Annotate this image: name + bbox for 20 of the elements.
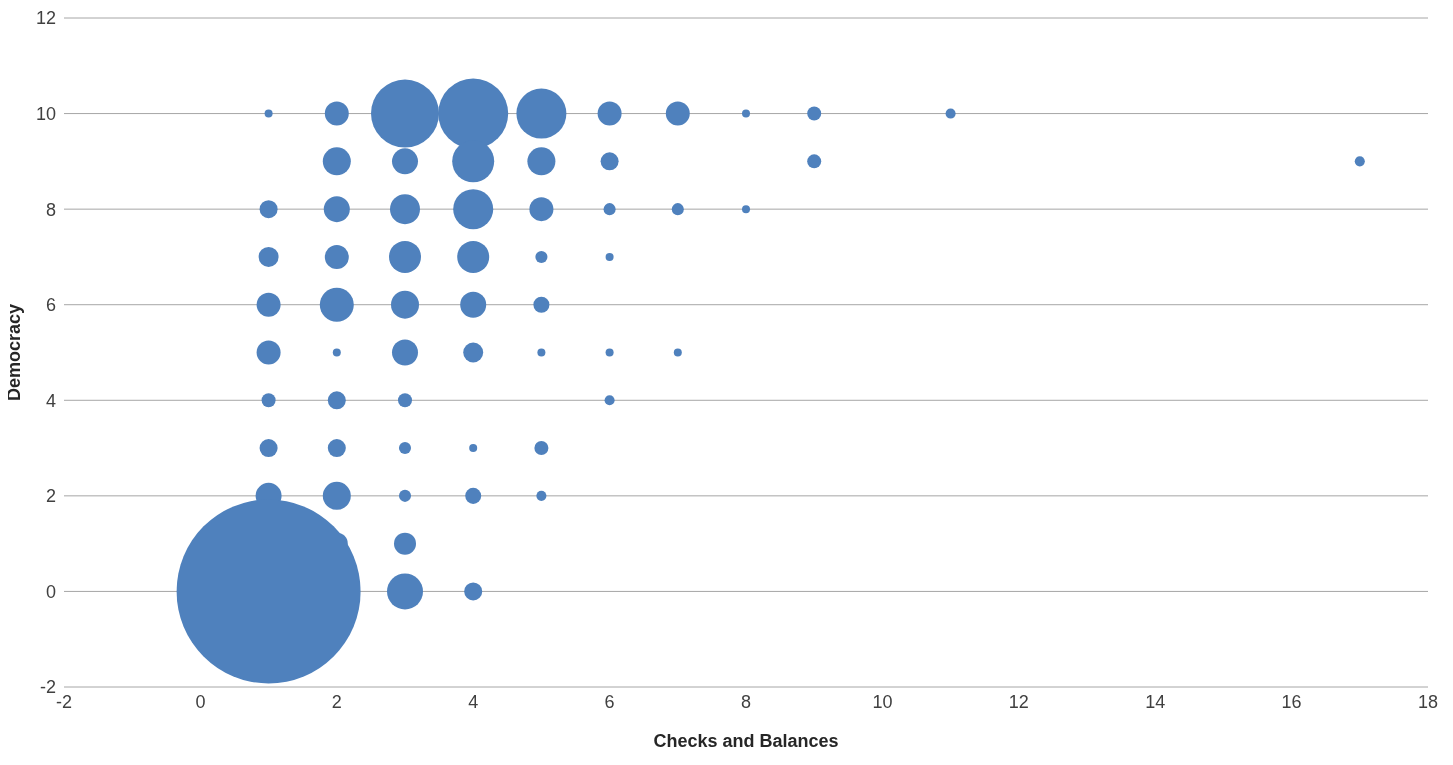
y-tick-label: 2: [45, 486, 56, 507]
y-axis-title: Democracy: [4, 303, 25, 402]
y-tick-label: 10: [35, 103, 56, 124]
x-tick-label: 16: [1281, 691, 1302, 712]
y-tick-label: 6: [45, 295, 56, 316]
x-tick-label: 10: [872, 691, 893, 712]
x-axis-title: Checks and Balances: [653, 731, 839, 751]
x-tick-label: 12: [1008, 691, 1029, 712]
y-tick-label: 4: [45, 390, 56, 411]
y-tick-label: -2: [39, 677, 56, 698]
y-tick-label: 8: [45, 199, 56, 220]
x-tick-label: 14: [1145, 691, 1166, 712]
y-tick-label: 0: [45, 581, 56, 602]
y-tick-label: 12: [35, 8, 56, 29]
x-tick-label: 6: [604, 691, 615, 712]
x-tick-label: 18: [1417, 691, 1439, 712]
x-tick-label: 2: [331, 691, 342, 712]
x-tick-label: 4: [468, 691, 479, 712]
x-tick-label: 0: [195, 691, 206, 712]
x-tick-label: 8: [740, 691, 752, 712]
